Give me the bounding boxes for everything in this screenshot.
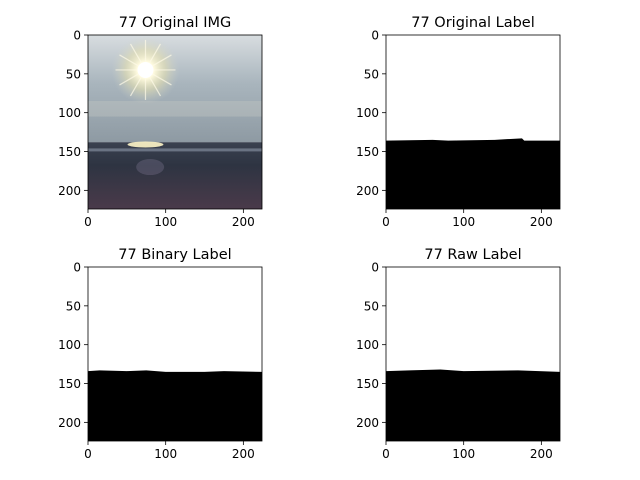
subplot-2: 77 Original Label 0 100 200 0 50 100 150 200 (356, 15, 561, 229)
x-tick-label: 200 (232, 215, 255, 229)
y-tick-label: 50 (364, 67, 379, 81)
axes-frame (87, 266, 263, 442)
y-tick-label: 100 (58, 338, 81, 352)
subplot-title: 77 Original Label (411, 15, 535, 31)
photo-sun (137, 61, 154, 78)
x-tick-label: 0 (84, 215, 92, 229)
x-tick-label: 0 (382, 215, 390, 229)
subplot-title: 77 Original IMG (119, 15, 231, 31)
y-tick-label: 200 (58, 416, 81, 430)
axes-frame (385, 34, 561, 210)
photo-shoreline (88, 148, 262, 152)
x-tick-label: 0 (382, 447, 390, 461)
y-tick-label: 0 (73, 261, 81, 275)
photo-sky (88, 35, 262, 143)
y-tick-label: 0 (73, 29, 81, 43)
y-tick-label: 150 (356, 145, 379, 159)
photo-reflection-lower (136, 159, 165, 176)
label-ground-region (386, 138, 560, 209)
axes-frame (385, 266, 561, 442)
y-tick-label: 100 (58, 106, 81, 120)
subplot-title: 77 Binary Label (118, 247, 231, 263)
y-tick-label: 200 (356, 416, 379, 430)
x-tick-label: 100 (154, 447, 177, 461)
y-tick-label: 50 (66, 299, 81, 313)
axes-frame (87, 34, 263, 210)
y-tick-label: 200 (356, 184, 379, 198)
x-tick-label: 200 (530, 215, 553, 229)
x-tick-label: 100 (452, 215, 475, 229)
x-tick-label: 100 (154, 215, 177, 229)
y-tick-label: 150 (58, 145, 81, 159)
y-tick-label: 200 (58, 184, 81, 198)
subplot-1: 77 Original IMG 0 100 200 0 50 100 150 200 (58, 15, 263, 229)
x-tick-label: 200 (530, 447, 553, 461)
y-tick-label: 150 (58, 377, 81, 391)
x-tick-label: 100 (452, 447, 475, 461)
photo-reflection (127, 141, 164, 148)
label-ground-region (88, 370, 262, 441)
photo-sea (88, 142, 262, 209)
y-tick-label: 50 (66, 67, 81, 81)
y-tick-label: 150 (356, 377, 379, 391)
subplot-3: 77 Binary Label 0 100 200 0 50 100 150 200 (58, 247, 263, 461)
y-tick-label: 0 (371, 29, 379, 43)
y-tick-label: 100 (356, 338, 379, 352)
y-tick-label: 50 (364, 299, 379, 313)
subplot-4: 77 Raw Label 0 100 200 0 50 100 150 200 (356, 247, 561, 461)
label-ground-region (386, 369, 560, 441)
y-tick-label: 100 (356, 106, 379, 120)
photo-clouds (88, 101, 262, 117)
subplot-title: 77 Raw Label (424, 247, 521, 263)
x-tick-label: 0 (84, 447, 92, 461)
x-tick-label: 200 (232, 447, 255, 461)
y-tick-label: 0 (371, 261, 379, 275)
